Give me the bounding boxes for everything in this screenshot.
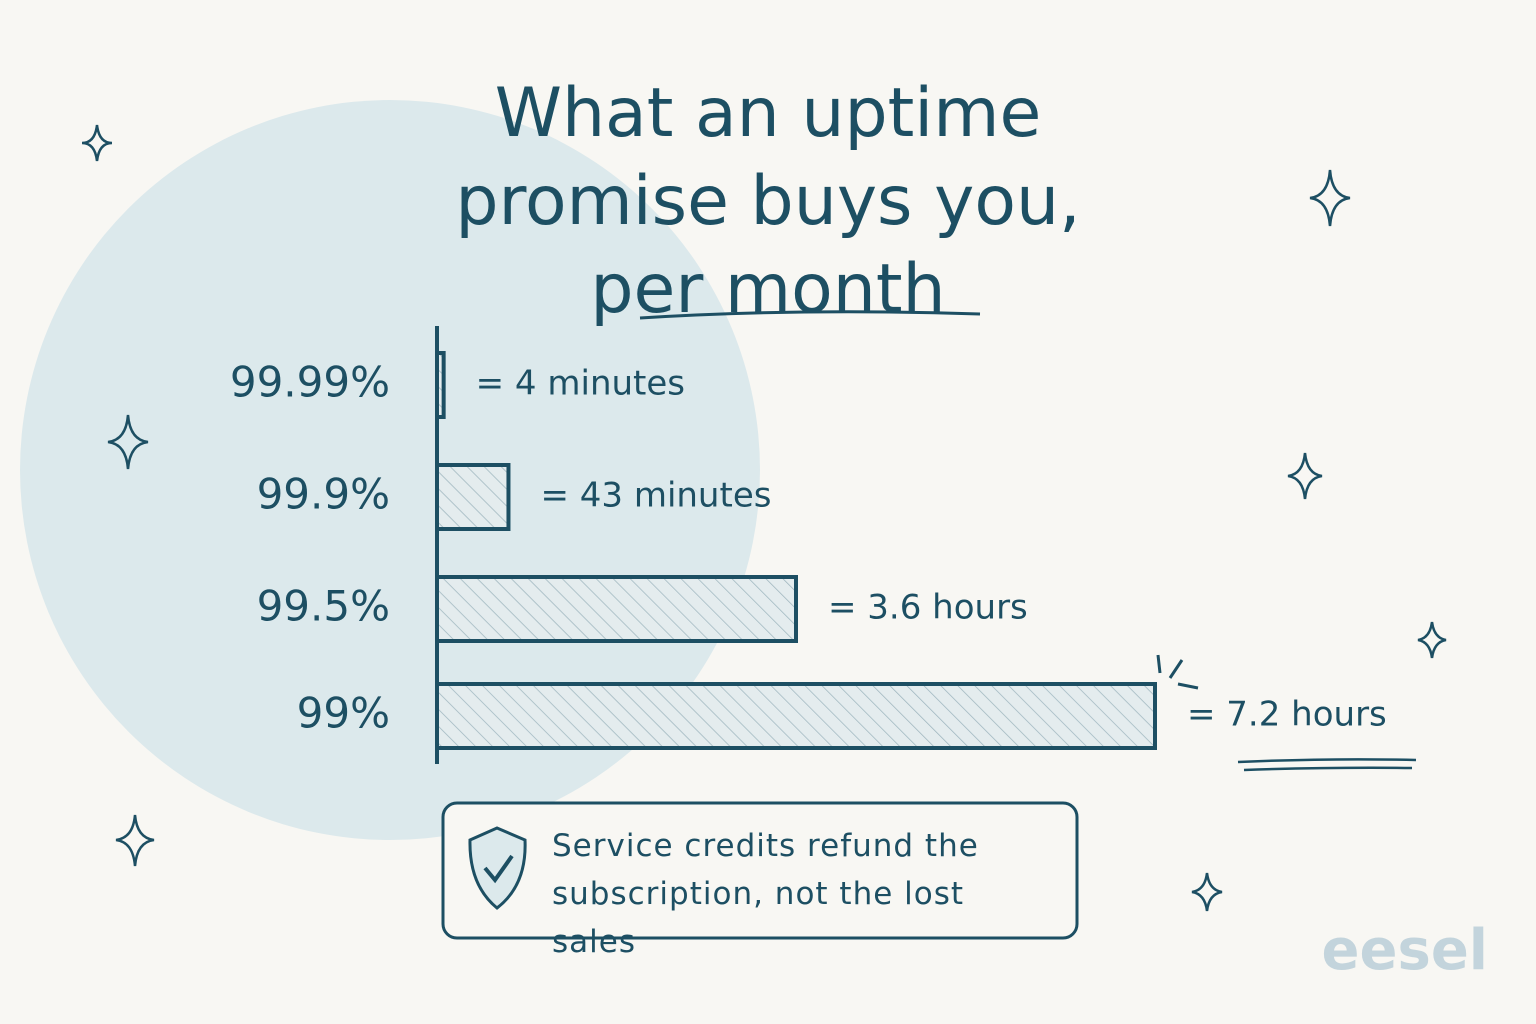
category-label: 99% <box>297 689 390 738</box>
background-circle <box>20 100 760 840</box>
bar <box>435 682 1157 750</box>
category-label: 99.5% <box>257 582 390 631</box>
shield-icon <box>468 826 527 910</box>
category-label: 99.9% <box>257 470 390 519</box>
bar <box>435 575 798 643</box>
bar <box>435 351 446 419</box>
sparkles <box>81 124 1447 912</box>
value-label: = 3.6 hours <box>828 588 1028 628</box>
check-icon <box>483 854 514 884</box>
logo: eesel <box>1321 918 1488 983</box>
value-label: = 7.2 hours <box>1187 695 1387 735</box>
highlight-underline <box>1237 758 1417 772</box>
title-underline <box>639 310 981 320</box>
chart-title: What an uptime promise buys you, per mon… <box>455 74 1081 329</box>
value-label: = 4 minutes <box>476 364 685 404</box>
emphasis-ticks <box>1156 654 1199 690</box>
note: Service credits refund the subscription,… <box>552 828 979 960</box>
note-box <box>441 801 1079 940</box>
value-label: = 43 minutes <box>540 476 771 516</box>
bar <box>435 463 511 531</box>
category-label: 99.99% <box>230 358 390 407</box>
